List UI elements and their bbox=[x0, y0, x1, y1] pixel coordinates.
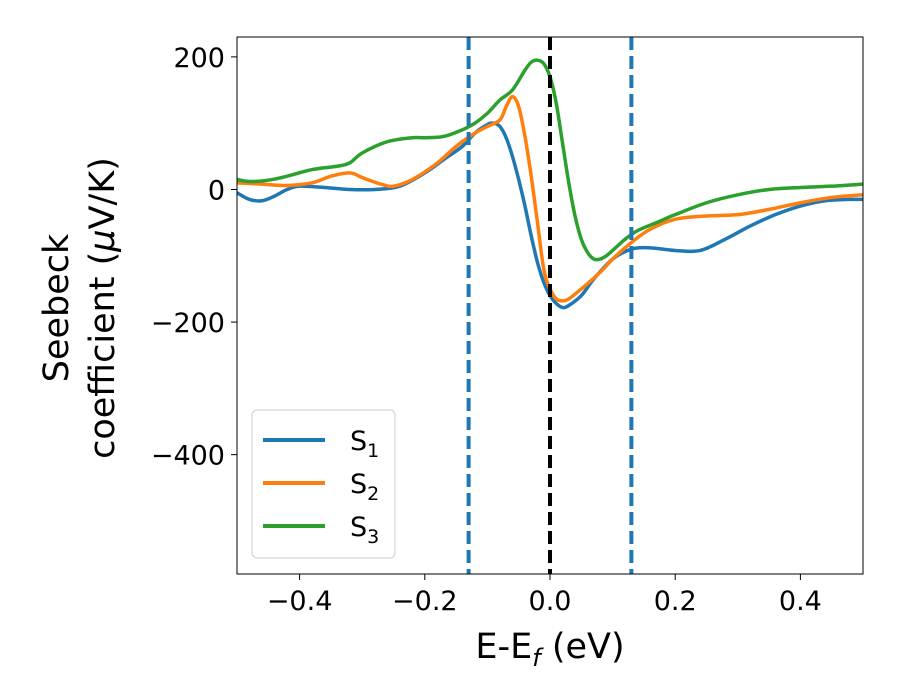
legend-label-s3: S3 bbox=[350, 512, 379, 548]
y-tick-label: 200 bbox=[173, 43, 225, 74]
y-axis-label-line2: coefficient (μV/K) bbox=[83, 157, 123, 459]
x-tick-label: −0.4 bbox=[267, 586, 333, 617]
x-tick-label: −0.2 bbox=[392, 586, 458, 617]
x-axis-label: E-Ef (eV) bbox=[475, 627, 624, 672]
y-tick-label: 0 bbox=[208, 175, 225, 206]
x-axis: −0.4 −0.2 0.0 0.2 0.4 bbox=[267, 574, 822, 617]
y-axis-label-line1: Seebeck bbox=[37, 233, 77, 382]
x-tick-label: 0.4 bbox=[779, 586, 822, 617]
series-line-s2 bbox=[237, 94, 863, 303]
y-axis: 200 0 −200 −400 bbox=[151, 43, 237, 472]
legend-label-s1: S1 bbox=[350, 426, 379, 462]
x-tick-label: 0.2 bbox=[654, 586, 697, 617]
x-tick-label: 0.0 bbox=[529, 586, 572, 617]
y-tick-label: −200 bbox=[151, 308, 225, 339]
legend-label-s2: S2 bbox=[350, 469, 379, 505]
series-line-s3 bbox=[237, 58, 863, 262]
legend: S1 S2 S3 bbox=[251, 409, 396, 559]
plot-area bbox=[236, 36, 864, 575]
series-line-s1 bbox=[237, 121, 863, 310]
y-tick-label: −400 bbox=[151, 441, 225, 472]
